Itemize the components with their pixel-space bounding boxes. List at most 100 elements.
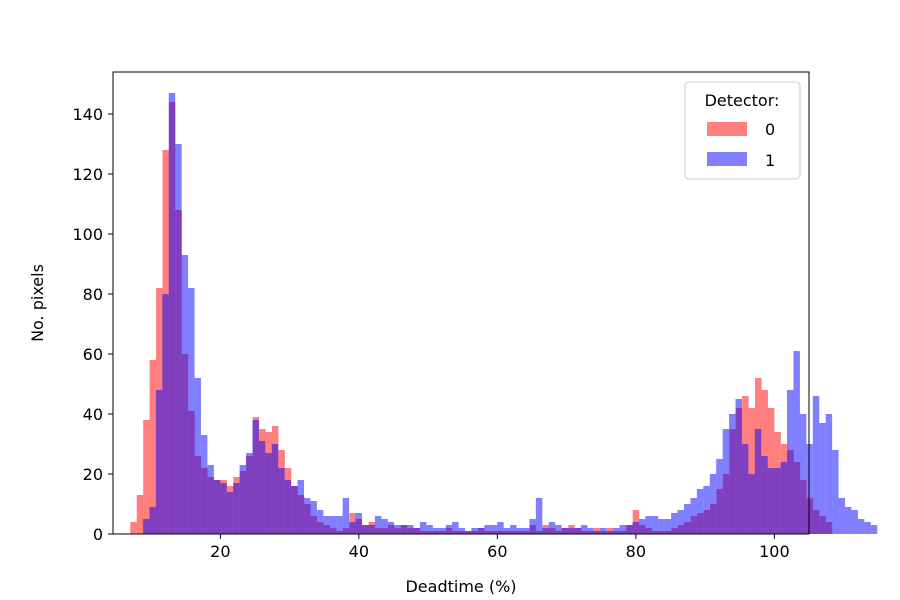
legend: Detector: 0 1 (684, 81, 801, 180)
histogram-bar-series-1 (233, 483, 240, 534)
histogram-bar-series-1 (149, 507, 156, 534)
histogram-bar-series-1 (381, 519, 388, 534)
histogram-bar-series-1 (342, 498, 350, 534)
histogram-bar-series-1 (510, 525, 517, 534)
histogram-bar-series-1 (870, 525, 878, 534)
histogram-bar-series-1 (413, 528, 420, 534)
histogram-bar-series-1 (838, 498, 846, 534)
plot-frame (112, 71, 810, 535)
histogram-bar-series-1 (587, 528, 594, 534)
histogram-bar-series-0 (143, 420, 150, 534)
y-tick-label: 20 (83, 465, 103, 484)
x-tick-label: 100 (759, 542, 790, 561)
histogram-bar-series-1 (619, 525, 627, 534)
histogram-bar-series-1 (297, 480, 305, 534)
ticks-layer: 20 40 60 80 100 0 20 40 60 80 100 120 140 (72, 105, 789, 561)
histogram-bar-series-1 (407, 525, 414, 534)
histogram-bar-series-1 (799, 414, 807, 534)
histogram-bar-series-1 (787, 390, 794, 534)
histogram-bar-series-1 (188, 288, 195, 534)
histogram-bar-series-1 (458, 528, 466, 534)
histogram-bar-series-1 (832, 450, 839, 534)
x-tick-label: 60 (487, 542, 507, 561)
histogram-bar-series-1 (200, 435, 208, 534)
y-tick-label: 80 (83, 285, 103, 304)
histogram-bar-series-1 (529, 519, 536, 534)
histogram-bar-series-1 (361, 525, 369, 534)
x-tick-label: 40 (349, 542, 369, 561)
histogram-bar-series-1 (793, 351, 800, 534)
histogram-bar-series-0 (130, 522, 137, 534)
histogram-bar-series-1 (735, 399, 742, 534)
histogram-bar-series-1 (497, 522, 504, 534)
histogram-bar-series-0 (748, 408, 756, 534)
histogram-bar-series-1 (825, 414, 833, 534)
histogram-bar-series-1 (445, 525, 453, 534)
histogram-bar-series-1 (162, 294, 169, 534)
histogram-bar-series-1 (291, 486, 298, 534)
histogram-bar-series-1 (561, 528, 569, 534)
histogram-bar-series-1 (626, 525, 633, 534)
histogram-bar-series-1 (168, 93, 176, 534)
histogram-bar-series-1 (394, 525, 401, 534)
histogram-bar-series-1 (142, 519, 150, 534)
histogram-bar-series-1 (490, 525, 498, 534)
histogram-bar-series-1 (864, 522, 871, 534)
legend-swatch-0 (707, 122, 747, 136)
histogram-bar-series-1 (580, 525, 588, 534)
histogram-bar-series-1 (181, 255, 189, 534)
histogram-bar-series-1 (207, 465, 214, 534)
histogram-bar-series-1 (426, 525, 433, 534)
histogram-bar-series-1 (503, 528, 511, 534)
histogram-bar-series-1 (304, 498, 311, 534)
y-tick-label: 60 (83, 345, 103, 364)
histogram-bar-series-1 (323, 516, 330, 534)
histogram-bar-series-1 (574, 528, 581, 534)
histogram-bar-series-1 (419, 522, 427, 534)
histogram-bar-series-1 (638, 519, 646, 534)
y-tick-label: 140 (72, 105, 103, 124)
histogram-bar-series-1 (671, 513, 678, 534)
histogram-bar-series-1 (213, 480, 221, 534)
histogram-bar-series-1 (387, 522, 395, 534)
histogram-bar-series-1 (851, 510, 858, 534)
histogram-bar-series-1 (664, 519, 672, 534)
histogram-bar-series-1 (754, 429, 762, 534)
histogram-bar-series-1 (600, 528, 607, 534)
histogram-bar-series-1 (252, 420, 259, 534)
histogram-bar-series-1 (651, 516, 659, 534)
histogram-bar-series-1 (329, 516, 337, 534)
histogram-bar-series-1 (465, 531, 472, 534)
histogram-bar-series-1 (690, 498, 697, 534)
histogram-bar-series-1 (477, 528, 485, 534)
x-tick-label: 20 (210, 542, 230, 561)
histogram-bar-series-1 (722, 429, 730, 534)
histogram-bar-series-1 (226, 492, 234, 534)
histogram-bar-series-1 (522, 528, 530, 534)
histogram-bar-series-1 (748, 474, 755, 534)
histogram-bar-series-1 (471, 528, 478, 534)
histogram-bar-series-1 (355, 513, 362, 534)
histogram-bar-series-1 (374, 516, 382, 534)
y-tick-label: 40 (83, 405, 103, 424)
histogram-bar-series-1 (761, 456, 768, 534)
x-tick-label: 80 (626, 542, 646, 561)
histogram-bar-series-1 (246, 453, 253, 534)
bars-layer (130, 93, 878, 534)
histogram-bar-series-1 (593, 531, 601, 534)
histogram-bar-series-1 (220, 483, 227, 534)
histogram-bar-series-1 (310, 501, 317, 534)
histogram-bar-series-1 (175, 144, 182, 534)
histogram-bar-series-1 (767, 468, 775, 534)
histogram-bar-series-1 (677, 510, 684, 534)
histogram-bar-series-1 (432, 528, 440, 534)
histogram-bar-series-1 (806, 444, 813, 534)
legend-swatch-1 (707, 152, 747, 166)
histogram-bar-series-1 (632, 522, 639, 534)
histogram-bar-series-1 (452, 522, 459, 534)
histogram-bar-series-1 (542, 528, 549, 534)
y-tick-label: 0 (93, 525, 103, 544)
histogram-bar-series-0 (149, 360, 157, 534)
x-axis-label: Deadtime (%) (405, 577, 516, 596)
